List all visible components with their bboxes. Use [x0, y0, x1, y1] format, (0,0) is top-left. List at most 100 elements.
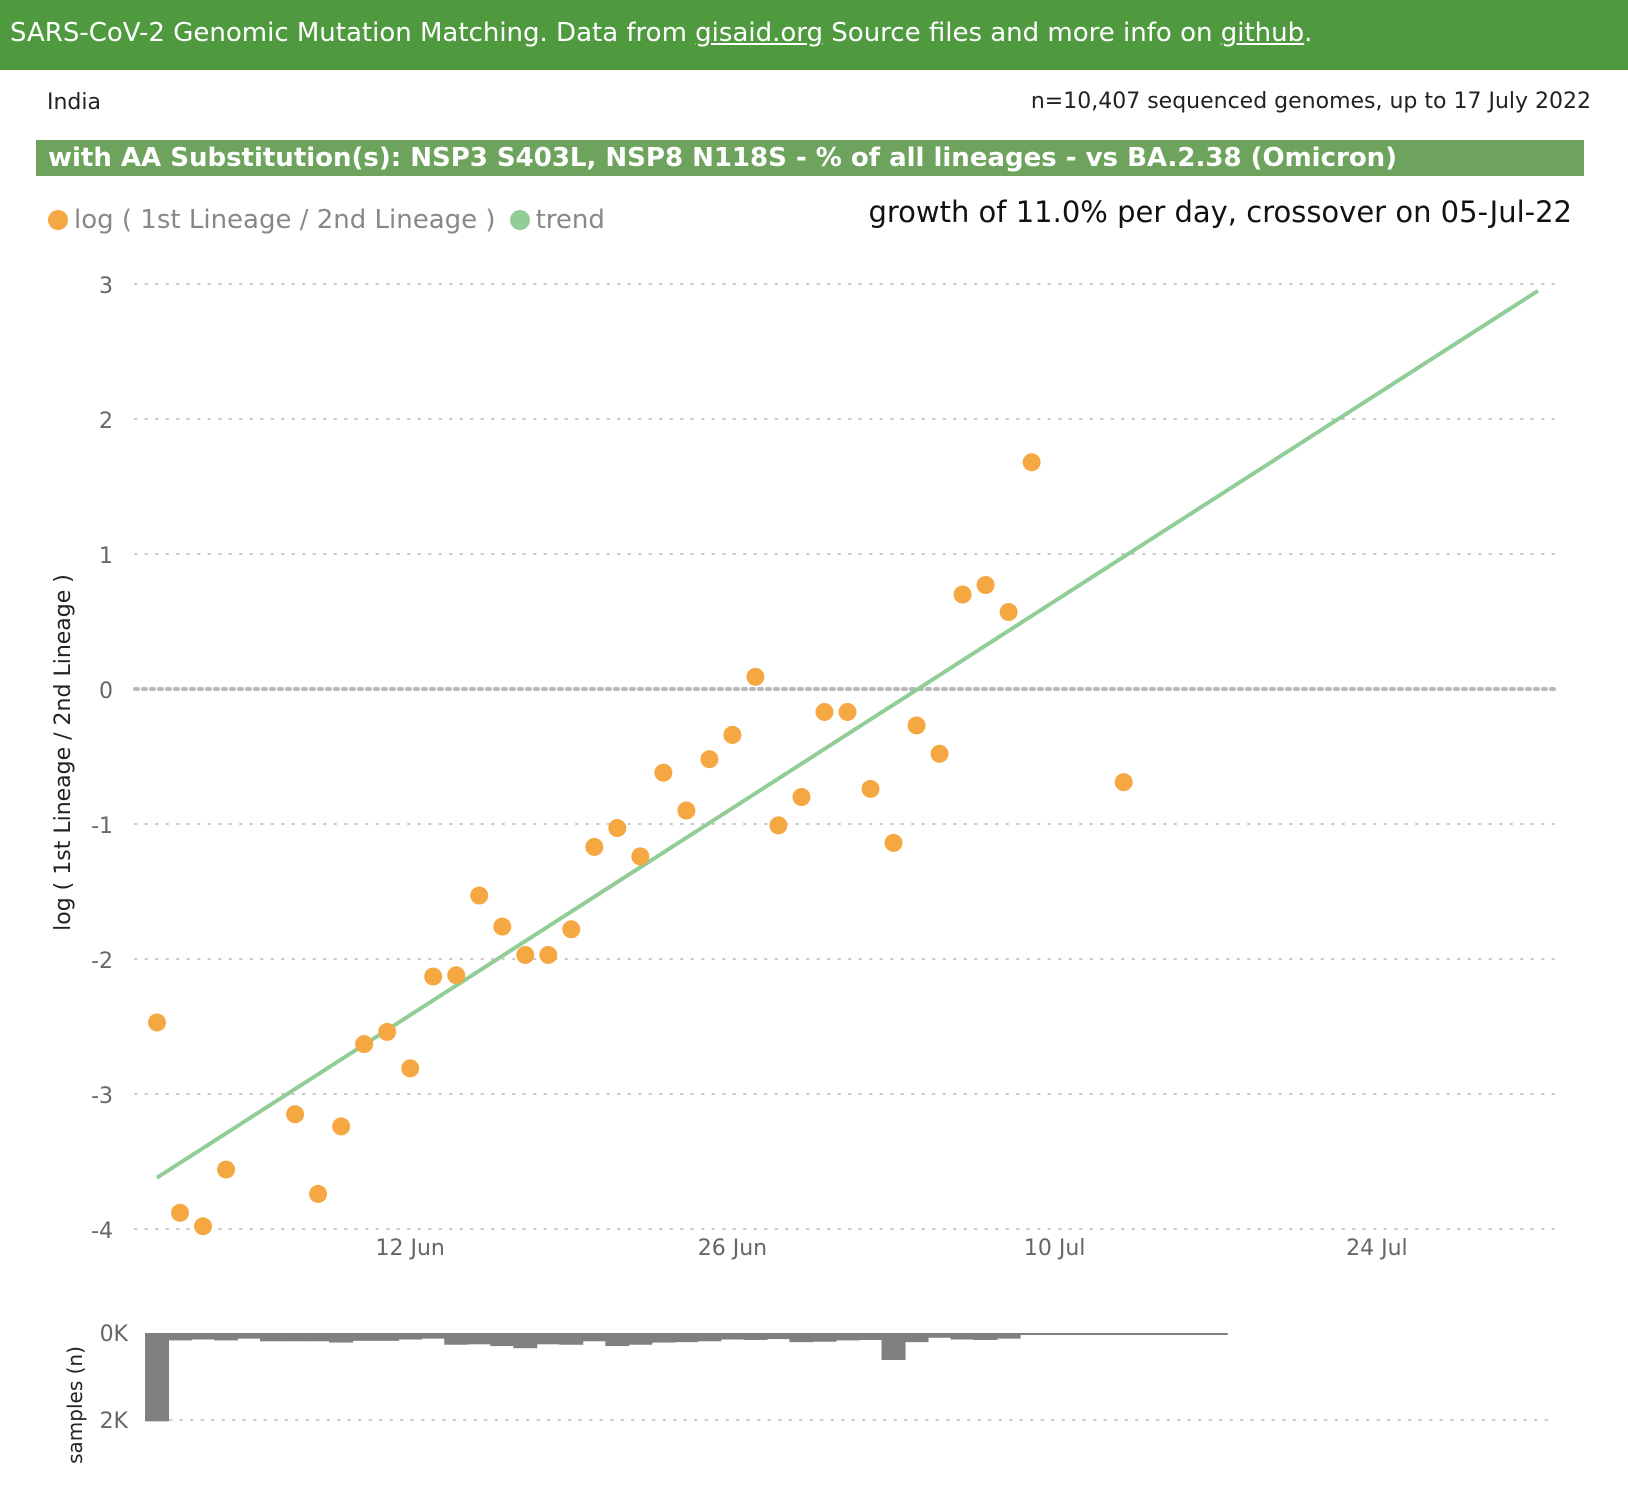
data-point — [516, 945, 535, 964]
data-point — [194, 1217, 213, 1236]
sample-bar — [697, 1333, 722, 1342]
chart-legend: log ( 1st Lineage / 2nd Lineage ) trend — [48, 205, 605, 235]
data-point — [562, 920, 581, 939]
sample-bar — [421, 1333, 446, 1339]
samples-bar-chart: 0K 2K samples (n) — [63, 1322, 1556, 1464]
sample-bar — [628, 1333, 653, 1345]
growth-annotation: growth of 11.0% per day, crossover on 05… — [868, 195, 1572, 229]
sample-bar — [789, 1333, 814, 1343]
github-link[interactable]: github — [1220, 18, 1305, 48]
x-tick-label: 24 Jul — [1346, 1236, 1408, 1261]
data-point — [884, 833, 903, 852]
data-point — [654, 763, 673, 782]
sample-bar — [375, 1333, 400, 1341]
data-point — [953, 585, 972, 604]
header-text-middle: Source files and more info on — [823, 18, 1221, 48]
data-point — [815, 702, 834, 721]
header-text-start: SARS-CoV-2 Genomic Mutation Matching. Da… — [10, 18, 696, 48]
data-point — [631, 847, 650, 866]
data-point — [608, 819, 627, 838]
data-point — [792, 788, 811, 806]
sample-bar — [904, 1333, 929, 1343]
sample-bar — [1065, 1333, 1090, 1335]
sample-bar — [398, 1333, 423, 1340]
data-point — [723, 725, 742, 744]
sample-bar — [1111, 1333, 1136, 1335]
y-tick-label: -1 — [91, 814, 113, 839]
sample-bar — [651, 1333, 676, 1343]
sample-bar — [973, 1333, 998, 1340]
data-point — [424, 967, 443, 986]
data-point — [332, 1117, 351, 1136]
y-tick-label: 0 — [99, 679, 113, 704]
header-banner: SARS-CoV-2 Genomic Mutation Matching. Da… — [0, 0, 1628, 70]
sample-bar — [1042, 1333, 1067, 1335]
sample-bar — [352, 1333, 377, 1341]
data-point — [677, 801, 696, 820]
sample-count-text: n=10,407 sequenced genomes, up to 17 Jul… — [1030, 89, 1591, 114]
data-point — [286, 1105, 305, 1124]
sample-bar — [214, 1333, 239, 1341]
data-point — [401, 1059, 420, 1078]
legend-label-trend: trend — [535, 205, 605, 235]
y-tick-label: 1 — [99, 544, 113, 569]
data-point — [700, 750, 719, 769]
data-point — [378, 1022, 397, 1041]
x-tick-label: 10 Jul — [1024, 1236, 1086, 1261]
y-tick-label: 0K — [100, 1322, 129, 1347]
chart-subtitle: with AA Substitution(s): NSP3 S403L, NSP… — [36, 140, 1584, 176]
sample-bar — [766, 1333, 791, 1340]
y-tick-label: -2 — [91, 949, 113, 974]
data-point — [447, 966, 466, 985]
y-tick-label: -4 — [91, 1219, 113, 1244]
orange-circle-icon — [48, 210, 68, 230]
y-tick-label: 2 — [99, 409, 113, 434]
sample-bar — [743, 1333, 768, 1340]
sample-bar — [260, 1333, 285, 1342]
data-point — [1114, 773, 1133, 792]
sample-bar — [582, 1333, 607, 1342]
data-point — [217, 1160, 236, 1179]
data-point — [148, 1013, 166, 1032]
sample-bar — [720, 1333, 745, 1340]
y-axis-label: log ( 1st Lineage / 2nd Lineage ) — [51, 574, 76, 931]
sample-bar — [283, 1333, 308, 1342]
y-tick-label: 3 — [99, 274, 113, 299]
sample-bar — [835, 1333, 860, 1341]
sample-bar — [329, 1333, 354, 1343]
sample-bar — [996, 1333, 1021, 1339]
sample-bar — [513, 1333, 538, 1349]
sample-bar — [605, 1333, 630, 1347]
sample-bar — [1019, 1333, 1044, 1335]
sample-bar — [812, 1333, 837, 1342]
data-point — [171, 1203, 190, 1222]
y-axis-label: samples (n) — [63, 1346, 87, 1464]
data-point — [999, 603, 1018, 622]
y-tick-label: 2K — [100, 1409, 129, 1434]
data-point — [493, 917, 512, 936]
sample-bar — [858, 1333, 883, 1340]
data-point — [930, 744, 949, 763]
sample-bar — [1157, 1333, 1182, 1335]
x-tick-label: 26 Jun — [698, 1236, 767, 1261]
data-point — [309, 1184, 328, 1203]
header-text-end: . — [1304, 18, 1313, 48]
scatter-chart: 3 2 1 0 -1 -2 -3 -4 12 Jun 26 Jun 10 Jul 24 Jul log … — [51, 274, 1557, 1261]
sample-bar — [191, 1333, 216, 1340]
data-point — [838, 702, 857, 721]
data-point — [907, 716, 926, 735]
data-point — [769, 816, 788, 835]
green-circle-icon — [509, 210, 530, 230]
sample-bar — [674, 1333, 699, 1343]
sample-bar — [237, 1333, 262, 1339]
sample-bar — [950, 1333, 975, 1340]
data-point — [539, 945, 558, 964]
sample-bar — [559, 1333, 584, 1345]
y-tick-label: -3 — [91, 1084, 113, 1109]
sample-bar — [1088, 1333, 1113, 1335]
sample-bar — [1134, 1333, 1159, 1335]
sample-bar — [467, 1333, 492, 1345]
gisaid-link[interactable]: gisaid.org — [695, 18, 824, 48]
x-tick-label: 12 Jun — [375, 1236, 444, 1261]
data-point — [976, 576, 995, 595]
